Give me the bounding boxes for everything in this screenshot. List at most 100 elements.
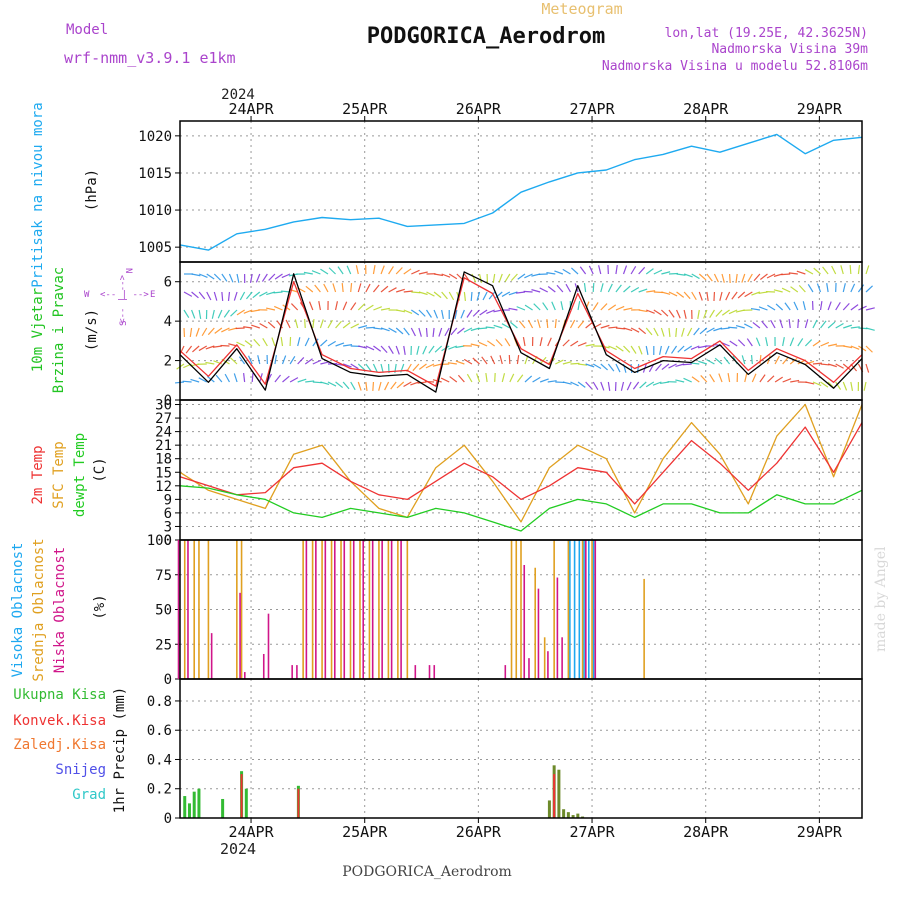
wind-vector — [842, 381, 848, 391]
wind-vector — [645, 268, 654, 275]
wind-vector — [460, 309, 465, 319]
wind-vector — [501, 291, 511, 297]
wind-vector — [410, 381, 420, 386]
top-date-label: 27APR — [569, 100, 615, 118]
wind-vector — [766, 273, 776, 279]
precip-total-bar — [571, 815, 575, 818]
wind-vector — [577, 381, 586, 388]
wind-vector — [441, 291, 448, 300]
wind-vector — [455, 360, 465, 365]
wind-vector — [418, 291, 428, 296]
wind-vector — [551, 301, 556, 311]
wind-vector — [797, 338, 804, 347]
wind-vector — [441, 309, 444, 319]
wind-vector — [773, 273, 783, 277]
wind-vector — [849, 264, 852, 275]
wind-ytick-label: 6 — [164, 275, 172, 291]
wind-vector — [819, 301, 823, 311]
wind-vector — [410, 327, 416, 337]
wind-vector — [335, 342, 345, 347]
wind-vector — [570, 381, 579, 387]
wind-vector — [835, 301, 841, 311]
wind-vector — [865, 345, 873, 353]
wind-vector — [308, 301, 314, 311]
wind-vector — [850, 326, 860, 329]
wind-vector — [554, 318, 557, 329]
wind-vector — [790, 286, 799, 293]
wind-vector — [577, 320, 585, 329]
wind-vector — [537, 319, 541, 329]
wind-vector — [706, 327, 715, 333]
wind-vector — [653, 327, 659, 337]
wind-vector — [585, 381, 593, 390]
wind-vector — [527, 319, 534, 329]
wind-vector — [486, 309, 495, 315]
wind-vector — [583, 282, 587, 293]
wind-vector — [285, 319, 291, 329]
wind-vector — [592, 282, 595, 293]
wind-title-1: 10m Vjetar — [30, 288, 46, 372]
wind-vector — [676, 273, 686, 276]
wind-vector — [380, 345, 388, 354]
wind-vector — [728, 309, 738, 315]
wind-vector — [623, 307, 633, 311]
wind-vector — [243, 326, 253, 329]
wind-vector — [585, 301, 590, 311]
wind-vector — [236, 273, 240, 283]
wind-vector — [691, 376, 700, 383]
wind-vector — [600, 283, 604, 293]
wind-vector — [638, 345, 643, 355]
wind-vector — [796, 270, 806, 275]
precip-graupel-label: Grad — [72, 787, 106, 803]
wind-vector — [615, 284, 622, 293]
wind-vector — [417, 381, 427, 384]
temp-ytick-label: 9 — [164, 492, 172, 508]
wind-vector — [805, 360, 815, 365]
wind-vector — [865, 363, 870, 373]
wind-vector — [539, 378, 549, 383]
wind-vector — [741, 355, 746, 365]
wind-vector — [626, 381, 632, 391]
wind-vector — [516, 374, 524, 383]
wind-vector — [182, 380, 192, 383]
wind-vector — [509, 373, 515, 383]
wind-vector — [251, 324, 260, 329]
wind-vector — [235, 327, 245, 330]
wind-vector — [774, 376, 783, 383]
wind-vector — [638, 266, 646, 275]
wind-vector — [827, 343, 838, 347]
wind-vector — [850, 381, 854, 391]
wind-vector — [813, 267, 821, 275]
wind-vector — [668, 363, 677, 369]
precip-total-bar — [557, 769, 561, 818]
wind-vector — [645, 381, 655, 388]
model-altitude-label: Nadmorska Visina u modelu 52.8106m — [602, 59, 868, 74]
wind-vector — [449, 376, 458, 383]
wind-vector — [655, 363, 662, 372]
wind-vector — [698, 273, 707, 281]
wind-vector — [857, 284, 865, 293]
precip-frame — [179, 678, 863, 819]
temp-2m-label: 2m Temp — [30, 445, 46, 504]
wind-vector — [335, 320, 342, 329]
wind-vector — [481, 356, 488, 365]
wind-vector — [790, 379, 800, 383]
pressure-ytick-label: 1015 — [138, 166, 172, 182]
wind-vector — [532, 376, 541, 383]
temp-2m-line — [179, 422, 863, 505]
wind-vector — [305, 285, 314, 293]
wind-vector — [820, 381, 829, 388]
wind-vector — [274, 374, 281, 383]
bottom-date-label: 24APR — [228, 823, 274, 841]
wind-vector — [215, 374, 223, 383]
wind-vector — [190, 378, 200, 383]
coords-label: lon,lat (19.25E, 42.3625N) — [665, 26, 869, 41]
wind-vector — [297, 378, 307, 383]
wind-vector — [395, 267, 403, 275]
wind-vector — [384, 381, 390, 391]
wind-vector — [257, 355, 261, 365]
wind-vector — [266, 291, 276, 296]
wind-vector — [608, 345, 617, 351]
wind-vector — [676, 309, 681, 319]
wind-vector — [463, 358, 473, 365]
